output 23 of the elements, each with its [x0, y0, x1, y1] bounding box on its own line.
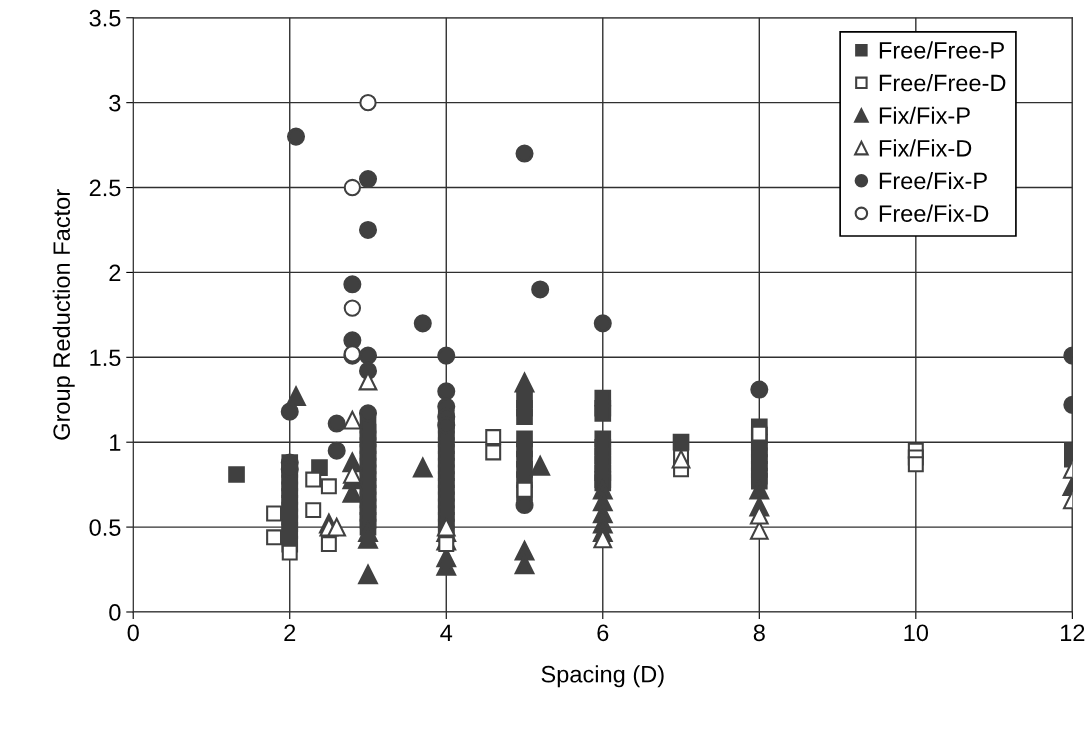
- x-tick-label: 2: [284, 624, 296, 641]
- x-axis-title: Spacing (D): [541, 665, 664, 688]
- x-tick-label: 8: [753, 624, 765, 642]
- legend-label: Fix/Fix-D: [879, 139, 972, 157]
- x-tick-label: 0: [127, 624, 139, 642]
- y-tick-label: 3.5: [89, 9, 121, 27]
- y-tick-label: 3: [109, 94, 121, 112]
- y-tick-label: 2.5: [89, 179, 121, 197]
- legend-label: Free/Free-P: [879, 41, 1004, 59]
- x-tick-label: 12: [1061, 624, 1085, 641]
- legend-label: Free/Free-D: [879, 74, 1006, 92]
- x-tick-label: 10: [904, 624, 929, 642]
- y-tick-label: 1: [110, 434, 121, 451]
- x-tick-label: 4: [440, 624, 453, 641]
- legend-label: Fix/Fix-P: [879, 106, 970, 124]
- y-tick-label: 0.5: [89, 519, 121, 536]
- y-axis-title: Group Reduction Factor: [52, 189, 75, 440]
- y-tick-label: 2: [109, 264, 121, 281]
- y-tick-label: 0: [109, 604, 121, 621]
- legend-label: Free/Fix-D: [879, 204, 989, 222]
- x-tick-label: 6: [597, 624, 609, 642]
- legend-label: Free/Fix-P: [879, 171, 987, 190]
- y-tick-label: 1.5: [90, 349, 121, 367]
